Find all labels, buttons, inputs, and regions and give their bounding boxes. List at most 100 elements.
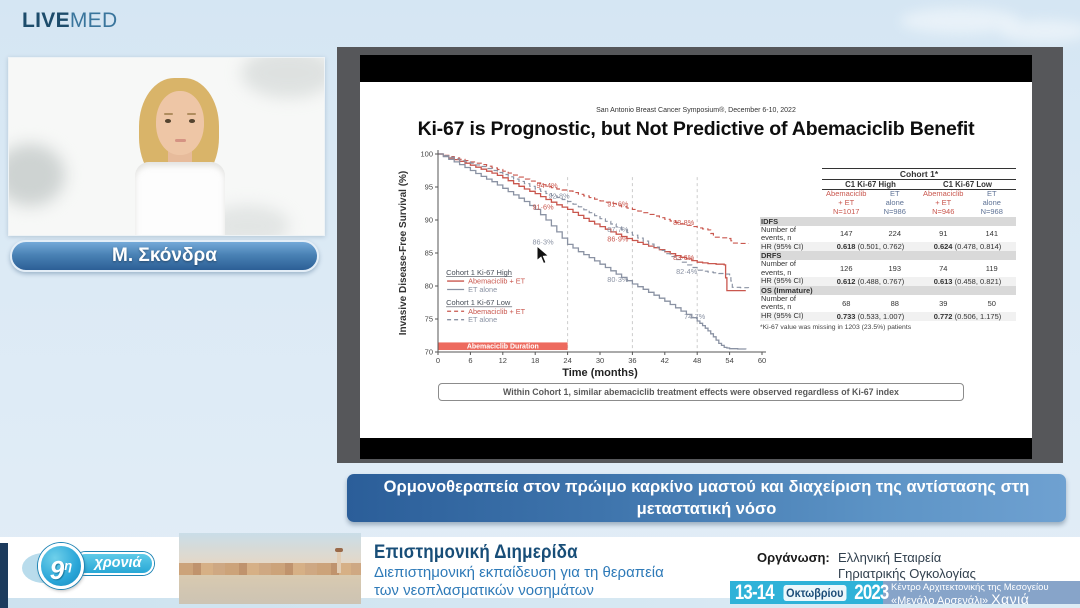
table-cell: C1 Ki-67 High — [822, 179, 919, 190]
cloud-decoration — [900, 8, 1020, 34]
table-cell: ET alone N=968 — [980, 189, 1003, 216]
table-cell: C1 Ki-67 Low — [919, 179, 1016, 190]
svg-text:36: 36 — [628, 356, 636, 365]
table-cell: HR (95% CI) — [760, 311, 822, 321]
svg-text:92·8%: 92·8% — [549, 192, 571, 201]
svg-text:86·9%: 86·9% — [607, 234, 629, 243]
table-cell: HR (95% CI) — [760, 277, 822, 287]
table-cell: 0.612 (0.488, 0.767) — [822, 277, 919, 287]
svg-text:80: 80 — [425, 282, 433, 291]
table-cell: 147 — [839, 229, 853, 239]
svg-text:100: 100 — [420, 150, 433, 159]
svg-text:91·6%: 91·6% — [607, 199, 629, 208]
svg-text:74·7%: 74·7% — [684, 312, 706, 321]
svg-text:0: 0 — [436, 356, 440, 365]
table-cell: IDFS — [760, 216, 1016, 226]
date-segment: 13-14 Οκτωβρίου 2023 — [730, 580, 890, 604]
edition-word: χρονιά — [94, 555, 142, 571]
svg-text:12: 12 — [499, 356, 507, 365]
speaker-avatar — [135, 162, 225, 235]
svg-text:Cohort 1 Ki-67 Low: Cohort 1 Ki-67 Low — [446, 298, 511, 307]
svg-text:70: 70 — [425, 348, 433, 357]
lecture-title-bar: Ορμονοθεραπεία στον πρώιμο καρκίνο μαστο… — [347, 474, 1066, 522]
svg-text:85: 85 — [425, 249, 433, 258]
cloud-decoration — [1000, 20, 1080, 42]
table-cell: 0.618 (0.501, 0.762) — [822, 242, 919, 252]
table-cell: 39 — [939, 298, 948, 308]
svg-text:80·3%: 80·3% — [607, 275, 629, 284]
table-cell: Abemaciclib + ET N=1017 — [826, 189, 867, 216]
table-cell: 88 — [890, 298, 899, 308]
table-cell: OS (Immature) — [760, 286, 1016, 296]
svg-text:82·4%: 82·4% — [676, 267, 698, 276]
km-series — [438, 153, 750, 350]
svg-text:18: 18 — [531, 356, 539, 365]
logo-live-text: LIVE — [22, 9, 70, 32]
svg-text:Abemaciclib Duration: Abemaciclib Duration — [467, 343, 539, 350]
table-cell: 50 — [987, 298, 996, 308]
venue-city: Χανιά — [991, 590, 1030, 605]
table-cell: DRFS — [760, 251, 1016, 261]
svg-text:94·4%: 94·4% — [537, 181, 559, 190]
svg-text:Cohort 1 Ki-67 High: Cohort 1 Ki-67 High — [446, 268, 512, 277]
svg-text:48: 48 — [693, 356, 701, 365]
event-date-banner: 13-14 Οκτωβρίου 2023 Κέντρο Αρχιτεκτονικ… — [730, 581, 1080, 604]
event-subtitle-line2: των νεοπλασματικών νοσημάτων — [374, 582, 594, 599]
table-cell: 224 — [888, 229, 901, 239]
harbor-sea — [179, 575, 361, 604]
km-series-0 — [438, 153, 746, 292]
speaker-name-badge: Μ. Σκόνδρα — [10, 240, 319, 272]
km-series-2 — [438, 153, 750, 244]
presentation-slide: San Antonio Breast Cancer Symposium®, De… — [360, 82, 1032, 438]
results-table-container: Cohort 1* C1 Ki-67 High C1 Ki-67 Low Abemac… — [760, 168, 1016, 331]
event-name: Επιστημονική Διημερίδα — [374, 541, 578, 563]
table-cell: 68 — [842, 298, 851, 308]
logo-med-text: MED — [69, 9, 118, 32]
km-axes: 70 75 80 85 90 95 100 0 6 12 18 24 30 36 42 48 54 60 Invas… — [398, 150, 766, 380]
footer-bottom-strip — [0, 598, 1080, 608]
table-cell: Number of events, n — [761, 294, 797, 312]
svg-text:87·7%: 87·7% — [607, 225, 629, 234]
svg-text:54: 54 — [725, 356, 733, 365]
venue-hall: «Μεγάλο Αρσενάλι» — [891, 594, 989, 604]
speaker-name: Μ. Σκόνδρα — [112, 245, 217, 266]
km-series-3 — [438, 153, 750, 289]
svg-text:30: 30 — [596, 356, 604, 365]
slide-viewport: San Antonio Breast Cancer Symposium®, De… — [360, 55, 1032, 459]
table-footnote: *Ki-67 value was missing in 1203 (23.5%)… — [760, 323, 912, 331]
mouse-cursor — [536, 245, 550, 265]
svg-text:ET alone: ET alone — [468, 315, 497, 324]
table-cell: 0.613 (0.458, 0.821) — [919, 277, 1016, 287]
table-cell — [760, 190, 822, 217]
livemed-logo: LIVEMED — [22, 9, 117, 33]
table-cell: Number of events, n — [761, 259, 797, 277]
svg-text:Abemaciclib + ET: Abemaciclib + ET — [468, 277, 526, 286]
video-background-blob — [9, 144, 65, 206]
speaker-video — [8, 57, 325, 236]
event-days: 13-14 — [734, 580, 775, 604]
lighthouse — [337, 551, 341, 573]
edition-number: 9 — [49, 555, 65, 585]
edition-badge-word: χρονιά — [74, 552, 154, 575]
table-cell: 91 — [939, 229, 948, 239]
table-cell: ET alone N=986 — [883, 189, 906, 216]
table-cell: Cohort 1* — [822, 168, 1016, 180]
table-cell: 193 — [888, 264, 901, 274]
svg-text:Abemaciclib + ET: Abemaciclib + ET — [468, 307, 526, 316]
km-duration-bar: Abemaciclib Duration — [438, 342, 568, 350]
table-cell: Number of events, n — [761, 224, 797, 242]
table-cell: 0.772 (0.506, 1.175) — [919, 311, 1016, 321]
table-cell: Abemaciclib + ET N=946 — [923, 189, 964, 216]
edition-badge-circle: 9η — [38, 543, 84, 589]
svg-text:75: 75 — [425, 315, 433, 324]
table-cell: 141 — [985, 229, 998, 239]
organizer-label: Οργάνωση: — [757, 550, 830, 565]
table-cell — [760, 180, 822, 190]
organizer-name-line2: Γηριατρικής Ογκολογίας — [838, 566, 976, 581]
event-subtitle-line1: Διεπιστημονική εκπαίδευση για τη θεραπεί… — [374, 564, 664, 581]
event-year: 2023 — [854, 580, 890, 604]
svg-text:42: 42 — [661, 356, 669, 365]
harbor-buildings — [179, 563, 361, 575]
table-cell: 126 — [839, 264, 853, 274]
